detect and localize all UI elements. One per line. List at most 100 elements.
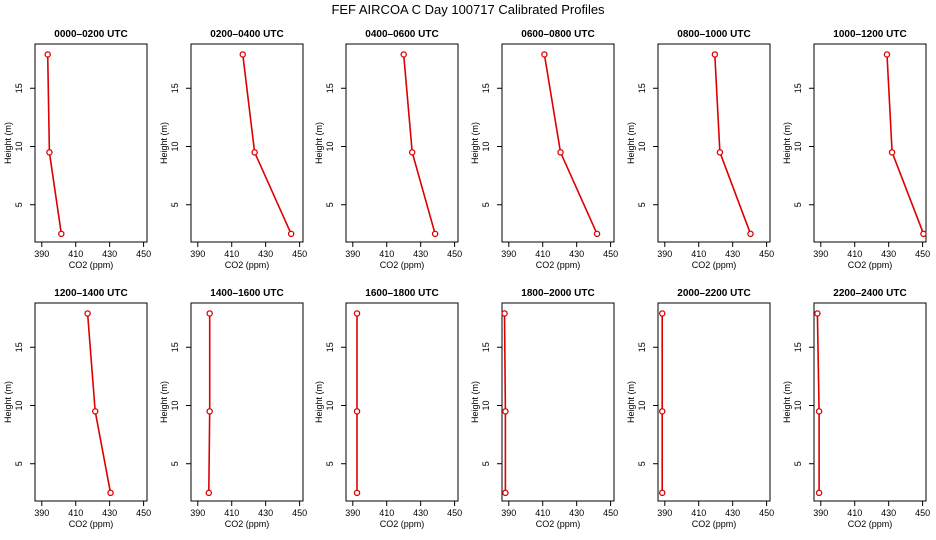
figure-title: FEF AIRCOA C Day 100717 Calibrated Profi… bbox=[331, 2, 605, 17]
y-axis-label: Height (m) bbox=[314, 122, 324, 164]
x-tick-label: 430 bbox=[881, 249, 896, 259]
x-axis-label: CO2 (ppm) bbox=[69, 260, 114, 270]
data-point bbox=[431, 230, 439, 238]
x-tick-label: 390 bbox=[501, 508, 516, 518]
profile-line bbox=[503, 313, 507, 493]
y-tick-label: 5 bbox=[325, 202, 335, 207]
x-tick-label: 450 bbox=[603, 508, 618, 518]
data-point bbox=[502, 408, 509, 415]
y-tick-label: 5 bbox=[14, 461, 24, 466]
panel-title: 1400–1600 UTC bbox=[210, 288, 283, 299]
x-tick-label: 430 bbox=[258, 249, 273, 259]
plot-frame bbox=[34, 302, 148, 502]
y-axis-label: Height (m) bbox=[3, 122, 13, 164]
panel-title: 0600–0800 UTC bbox=[521, 29, 594, 40]
y-tick-label: 5 bbox=[325, 461, 335, 466]
x-axis-label: CO2 (ppm) bbox=[692, 519, 737, 529]
x-tick-label: 450 bbox=[915, 508, 930, 518]
data-point bbox=[711, 51, 719, 58]
data-point bbox=[815, 489, 823, 497]
data-point bbox=[206, 310, 213, 317]
data-point bbox=[239, 51, 247, 58]
x-tick-label: 430 bbox=[258, 508, 273, 518]
data-point bbox=[502, 489, 509, 497]
y-tick-label: 10 bbox=[481, 400, 491, 410]
panel-title: 0000–0200 UTC bbox=[54, 29, 127, 40]
y-tick-label: 10 bbox=[793, 141, 803, 151]
x-tick-label: 390 bbox=[657, 508, 672, 518]
y-axis-label: Height (m) bbox=[626, 122, 636, 164]
data-point bbox=[46, 149, 53, 156]
y-tick-label: 10 bbox=[481, 141, 491, 151]
data-point bbox=[658, 408, 666, 415]
data-point bbox=[658, 310, 666, 317]
y-tick-label: 15 bbox=[637, 83, 647, 93]
y-tick-label: 5 bbox=[170, 461, 180, 466]
profile-line bbox=[46, 54, 63, 234]
x-tick-label: 430 bbox=[725, 508, 740, 518]
data-point bbox=[814, 310, 821, 317]
profile-line bbox=[242, 54, 292, 235]
data-point bbox=[206, 408, 213, 415]
panel-title: 1600–1800 UTC bbox=[365, 288, 438, 299]
plot-frame bbox=[657, 302, 771, 502]
y-tick-label: 10 bbox=[170, 400, 180, 410]
panel-title: 0200–0400 UTC bbox=[210, 29, 283, 40]
x-tick-label: 410 bbox=[691, 508, 706, 518]
plot-frame bbox=[501, 302, 615, 502]
x-tick-label: 450 bbox=[915, 249, 930, 259]
profile-line bbox=[86, 313, 112, 493]
profile-panel: 0000–0200 UTC 390 410 430 450 CO2 (ppm) 5 10 15 H… bbox=[3, 29, 151, 270]
x-tick-label: 430 bbox=[569, 508, 584, 518]
profile-panel: 1400–1600 UTC 390 410 430 450 CO2 (ppm) 5 10 15 H… bbox=[159, 288, 307, 529]
x-tick-label: 390 bbox=[501, 249, 516, 259]
y-axis-label: Height (m) bbox=[782, 122, 792, 164]
x-tick-label: 430 bbox=[102, 508, 117, 518]
y-tick-label: 15 bbox=[325, 342, 335, 352]
y-tick-label: 10 bbox=[14, 141, 24, 151]
y-axis-label: Height (m) bbox=[314, 381, 324, 423]
x-tick-label: 410 bbox=[535, 508, 550, 518]
y-axis-label: Height (m) bbox=[626, 381, 636, 423]
y-axis-label: Height (m) bbox=[3, 381, 13, 423]
data-point bbox=[91, 408, 99, 415]
y-tick-label: 10 bbox=[170, 141, 180, 151]
data-point bbox=[716, 149, 724, 156]
y-tick-label: 15 bbox=[14, 342, 24, 352]
profile-line bbox=[714, 54, 752, 235]
profile-panel: 0600–0800 UTC 390 410 430 450 CO2 (ppm) 5 10 15 H… bbox=[470, 29, 618, 270]
x-axis-label: CO2 (ppm) bbox=[225, 260, 270, 270]
data-point bbox=[58, 230, 65, 238]
panel-title: 1000–1200 UTC bbox=[833, 29, 906, 40]
x-axis-label: CO2 (ppm) bbox=[380, 260, 425, 270]
y-tick-label: 10 bbox=[637, 141, 647, 151]
x-tick-label: 390 bbox=[345, 249, 360, 259]
data-point bbox=[400, 51, 407, 58]
data-point bbox=[353, 310, 361, 317]
y-tick-label: 5 bbox=[481, 202, 491, 207]
x-axis-label: CO2 (ppm) bbox=[225, 519, 270, 529]
x-tick-label: 410 bbox=[68, 508, 83, 518]
data-point bbox=[883, 51, 891, 58]
x-axis-label: CO2 (ppm) bbox=[536, 260, 581, 270]
panel-title: 0400–0600 UTC bbox=[365, 29, 438, 40]
x-tick-label: 410 bbox=[535, 249, 550, 259]
y-tick-label: 10 bbox=[325, 400, 335, 410]
profile-line bbox=[816, 313, 820, 493]
panel-title: 2000–2200 UTC bbox=[677, 288, 750, 299]
x-tick-label: 430 bbox=[413, 249, 428, 259]
x-axis-label: CO2 (ppm) bbox=[692, 260, 737, 270]
data-point bbox=[353, 489, 361, 497]
panel-grid: 0000–0200 UTC 390 410 430 450 CO2 (ppm) 5 10 15 H… bbox=[3, 29, 930, 529]
x-tick-label: 450 bbox=[759, 249, 774, 259]
data-point bbox=[747, 230, 754, 238]
profile-line bbox=[543, 54, 598, 235]
plot-frame bbox=[34, 43, 148, 243]
data-point bbox=[205, 489, 213, 497]
x-tick-label: 410 bbox=[691, 249, 706, 259]
x-tick-label: 390 bbox=[657, 249, 672, 259]
y-tick-label: 5 bbox=[170, 202, 180, 207]
data-point bbox=[107, 489, 114, 497]
y-axis-label: Height (m) bbox=[159, 122, 169, 164]
y-tick-label: 10 bbox=[793, 400, 803, 410]
